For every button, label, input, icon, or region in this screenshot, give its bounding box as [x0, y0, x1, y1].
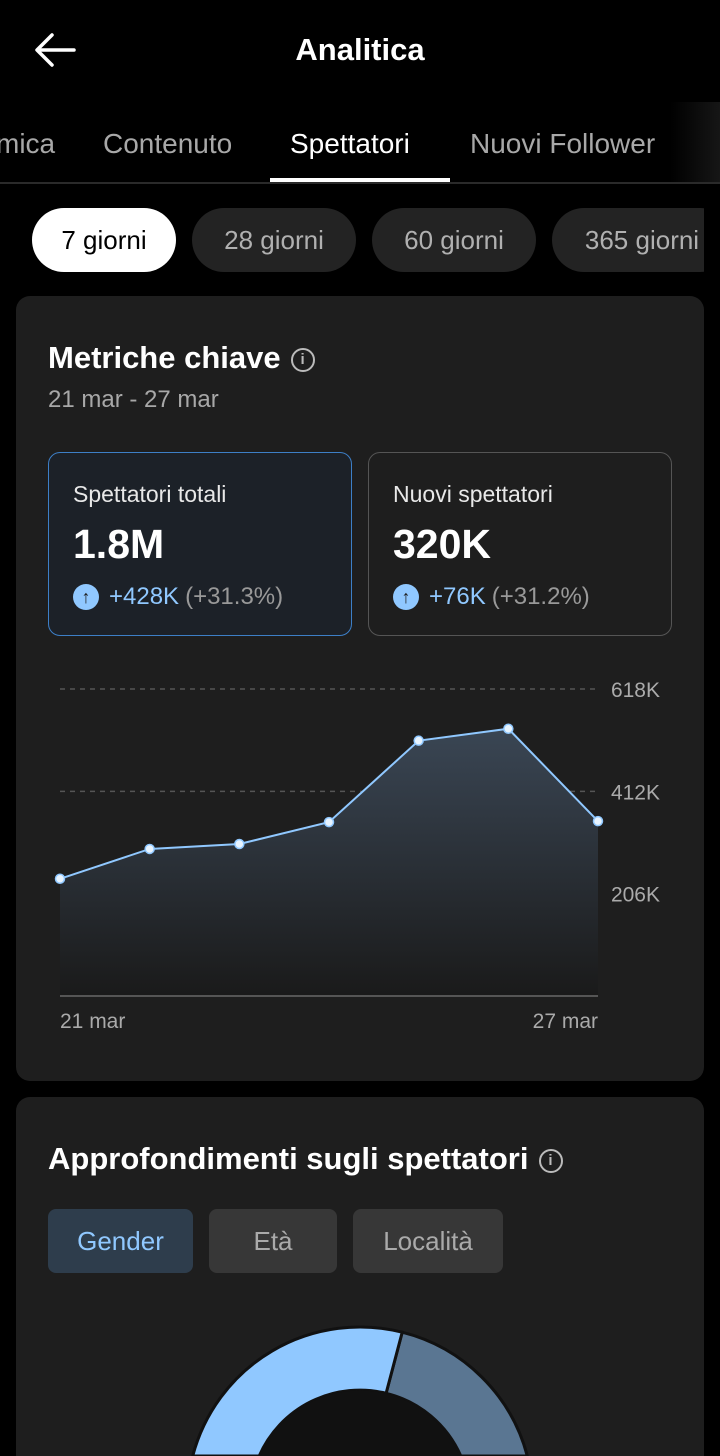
key-metrics-title-text: Metriche chiave — [48, 340, 281, 375]
data-point — [413, 735, 424, 746]
tab-bar: mica Contenuto Spettatori Nuovi Follower — [0, 102, 720, 184]
back-arrow-icon[interactable] — [32, 30, 80, 70]
range-60-giorni[interactable]: 60 giorni — [372, 208, 536, 272]
data-point — [323, 816, 335, 828]
donut-slice-primary — [191, 1325, 405, 1456]
metric-value: 320K — [393, 521, 492, 567]
segment-gender[interactable]: Gender — [48, 1209, 193, 1273]
active-tab-indicator — [270, 178, 450, 182]
date-range: 21 mar - 27 mar — [48, 386, 219, 413]
tab-nuovi-follower[interactable]: Nuovi Follower — [470, 128, 656, 159]
info-icon[interactable]: i — [538, 1148, 563, 1173]
x-tick-label: 21 mar — [60, 1010, 125, 1033]
donut-hole — [260, 1390, 460, 1456]
insights-title-text: Approfondimenti sugli spettatori — [48, 1141, 529, 1176]
range-28-giorni[interactable]: 28 giorni — [192, 208, 356, 272]
delta-value: +428K — [109, 583, 180, 610]
info-icon[interactable]: i — [290, 347, 315, 372]
range-chips: 7 giorni 28 giorni 60 giorni 365 giorni — [32, 208, 704, 272]
x-tick-label: 27 mar — [533, 1010, 598, 1033]
data-point — [592, 815, 604, 827]
metric-delta: ↑ +428K (+31.3%) — [73, 583, 283, 611]
delta-value: +76K — [429, 583, 486, 610]
metric-new-viewers[interactable]: Nuovi spettatori 320K ↑ +76K (+31.2%) — [368, 452, 672, 636]
insights-title: Approfondimenti sugli spettatori i — [48, 1141, 563, 1177]
tab-spettatori[interactable]: Spettatori — [290, 128, 410, 159]
arrow-up-icon: ↑ — [73, 584, 99, 610]
top-bar: Analitica — [0, 0, 720, 100]
chart-area — [60, 728, 598, 996]
viewer-insights-card: Approfondimenti sugli spettatori i Gender… — [16, 1097, 704, 1456]
delta-percent: (+31.2%) — [491, 583, 590, 610]
page-title: Analitica — [295, 32, 425, 67]
y-tick-label: 206K — [611, 884, 660, 907]
metric-delta: ↑ +76K (+31.2%) — [393, 583, 590, 611]
key-metrics-card: Metriche chiave i 21 mar - 27 mar Spettat… — [16, 296, 704, 1081]
delta-percent: (+31.3%) — [185, 583, 284, 610]
metric-total-viewers[interactable]: Spettatori totali 1.8M ↑ +428K (+31.3%) — [48, 452, 352, 636]
range-365-giorni[interactable]: 365 giorni — [552, 208, 704, 272]
gender-donut-chart — [191, 1325, 529, 1456]
y-tick-label: 412K — [611, 781, 660, 804]
segment-localita[interactable]: Località — [353, 1209, 503, 1273]
metric-label: Spettatori totali — [73, 481, 227, 507]
tab-fade — [670, 102, 720, 182]
y-tick-label: 618K — [611, 679, 660, 702]
metric-label: Nuovi spettatori — [393, 481, 553, 507]
segment-eta[interactable]: Età — [209, 1209, 337, 1273]
tab-dinamica[interactable]: mica — [0, 128, 56, 159]
tab-contenuto[interactable]: Contenuto — [103, 128, 233, 159]
data-point — [144, 843, 155, 855]
range-7-giorni[interactable]: 7 giorni — [32, 208, 176, 272]
arrow-up-icon: ↑ — [393, 584, 419, 610]
viewers-line-chart: 206K 412K 618K 21 mar 27 mar — [54, 679, 660, 1033]
key-metrics-title: Metriche chiave i — [48, 340, 315, 376]
data-point — [234, 838, 245, 850]
data-point — [503, 723, 514, 734]
metric-value: 1.8M — [73, 521, 165, 567]
donut-slice-secondary — [384, 1330, 529, 1456]
data-point — [54, 873, 66, 885]
